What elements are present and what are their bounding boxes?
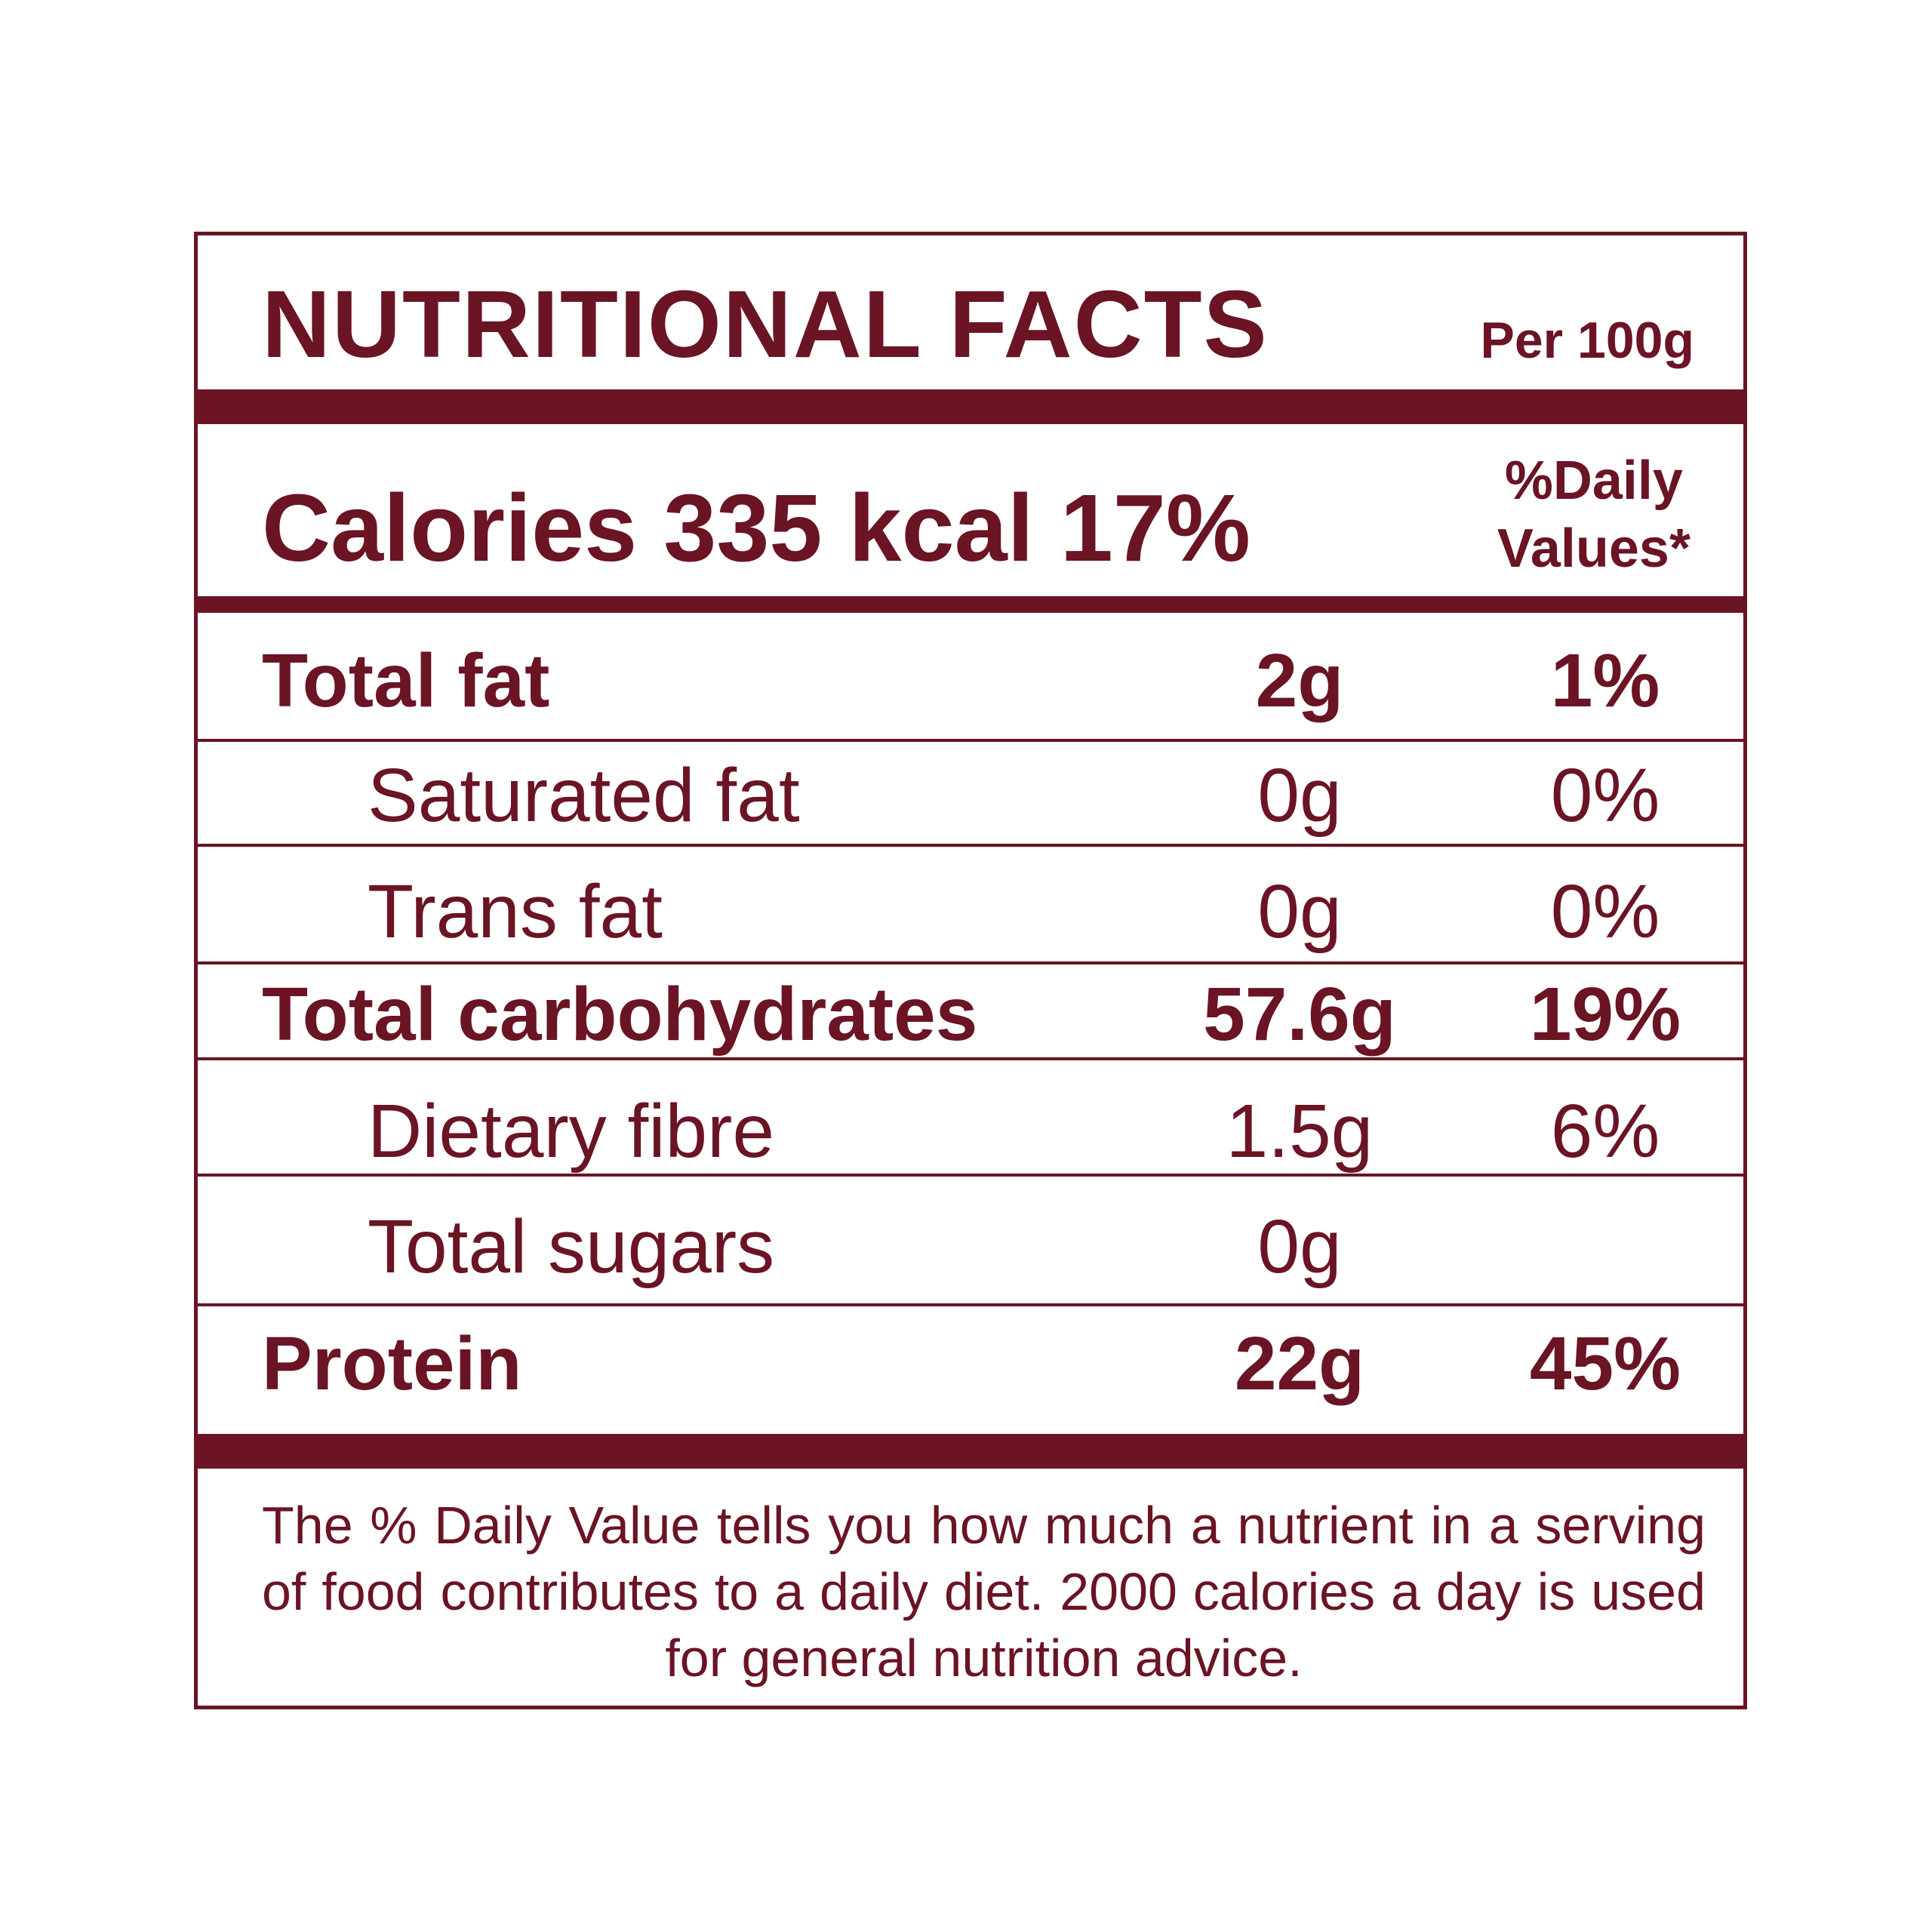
nutrient-name: Saturated fat — [368, 753, 800, 838]
nutrient-daily-value: 19% — [1529, 972, 1681, 1057]
daily-values-header-line2: Values* — [1497, 518, 1690, 579]
nutrient-amount: 57.6g — [1203, 972, 1396, 1057]
medium-divider — [198, 596, 1743, 613]
nutrient-amount: 0g — [1257, 1204, 1342, 1289]
row-divider — [198, 739, 1743, 742]
row-divider — [198, 844, 1743, 847]
footnote: The % Daily Value tells you how much a n… — [262, 1496, 1706, 1687]
daily-values-header-line1: %Daily — [1504, 451, 1683, 511]
label-title: NUTRITIONAL FACTS — [262, 271, 1269, 377]
nutrient-daily-value: 45% — [1529, 1321, 1681, 1406]
nutrient-amount: 2g — [1255, 638, 1344, 723]
nutrient-amount: 22g — [1234, 1321, 1365, 1406]
serving-size: Per 100g — [1480, 312, 1694, 369]
nutrient-daily-value: 6% — [1550, 1089, 1660, 1174]
row-divider — [198, 961, 1743, 964]
nutrient-name: Dietary fibre — [368, 1089, 775, 1174]
nutrient-name: Total sugars — [368, 1204, 775, 1289]
nutrient-name: Total carbohydrates — [262, 972, 978, 1057]
nutrient-amount: 1.5g — [1226, 1089, 1374, 1174]
nutrient-name: Total fat — [262, 638, 550, 723]
nutrient-daily-value: 0% — [1550, 869, 1660, 954]
nutrient-amount: 0g — [1257, 753, 1342, 838]
nutrient-daily-value: 0% — [1550, 753, 1660, 838]
nutrition-facts-panel: NUTRITIONAL FACTS Per 100g Calories 335 … — [194, 232, 1747, 1709]
nutrient-daily-value: 1% — [1550, 638, 1660, 723]
daily-values-header: %Daily Values* — [1497, 447, 1690, 583]
nutrient-name: Protein — [262, 1321, 522, 1406]
thick-divider-top — [198, 389, 1743, 424]
thick-divider-bottom — [198, 1434, 1743, 1469]
nutrient-name: Trans fat — [368, 869, 663, 954]
row-divider — [198, 1174, 1743, 1177]
row-divider — [198, 1303, 1743, 1306]
nutrient-amount: 0g — [1257, 869, 1342, 954]
row-divider — [198, 1057, 1743, 1060]
calories-line: Calories 335 kcal 17% — [262, 475, 1251, 581]
